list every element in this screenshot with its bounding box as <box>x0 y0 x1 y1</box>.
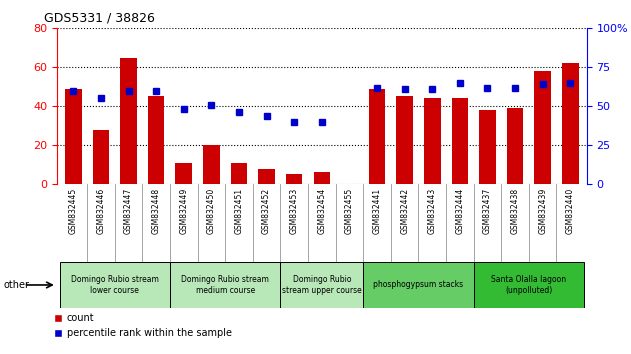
Text: GSM832443: GSM832443 <box>428 188 437 234</box>
Text: GSM832439: GSM832439 <box>538 188 547 234</box>
Text: GSM832448: GSM832448 <box>151 188 161 234</box>
Bar <box>396 97 413 184</box>
Text: Domingo Rubio stream
lower course: Domingo Rubio stream lower course <box>71 275 159 295</box>
Text: Santa Olalla lagoon
(unpolluted): Santa Olalla lagoon (unpolluted) <box>492 275 567 295</box>
Bar <box>314 172 330 184</box>
Text: phosphogypsum stacks: phosphogypsum stacks <box>374 280 464 290</box>
Legend: count, percentile rank within the sample: count, percentile rank within the sample <box>49 309 235 342</box>
Bar <box>507 108 523 184</box>
Text: GSM832437: GSM832437 <box>483 188 492 234</box>
Text: GSM832452: GSM832452 <box>262 188 271 234</box>
Text: GSM832447: GSM832447 <box>124 188 133 234</box>
Bar <box>65 89 81 184</box>
Bar <box>474 262 584 308</box>
Bar <box>452 98 468 184</box>
Text: GDS5331 / 38826: GDS5331 / 38826 <box>44 12 155 25</box>
Bar <box>59 262 170 308</box>
Bar <box>258 169 275 184</box>
Text: GSM832442: GSM832442 <box>400 188 409 234</box>
Text: GSM832444: GSM832444 <box>456 188 464 234</box>
Bar <box>175 163 192 184</box>
Bar <box>280 262 363 308</box>
Text: GSM832440: GSM832440 <box>566 188 575 234</box>
Text: Domingo Rubio stream
medium course: Domingo Rubio stream medium course <box>181 275 269 295</box>
Bar <box>286 175 302 184</box>
Bar <box>479 110 496 184</box>
Bar <box>562 63 579 184</box>
Text: other: other <box>3 280 29 290</box>
Text: GSM832438: GSM832438 <box>510 188 519 234</box>
Text: GSM832454: GSM832454 <box>317 188 326 234</box>
Text: Domingo Rubio
stream upper course: Domingo Rubio stream upper course <box>282 275 362 295</box>
Text: GSM832446: GSM832446 <box>97 188 105 234</box>
Text: GSM832451: GSM832451 <box>235 188 244 234</box>
Text: GSM832450: GSM832450 <box>207 188 216 234</box>
Bar <box>369 89 386 184</box>
Bar <box>363 262 474 308</box>
Text: GSM832445: GSM832445 <box>69 188 78 234</box>
Text: GSM832453: GSM832453 <box>290 188 298 234</box>
Text: GSM832441: GSM832441 <box>372 188 382 234</box>
Bar <box>170 262 280 308</box>
Bar <box>148 97 165 184</box>
Text: GSM832449: GSM832449 <box>179 188 188 234</box>
Bar <box>424 98 440 184</box>
Bar <box>231 163 247 184</box>
Bar <box>93 130 109 184</box>
Text: GSM832455: GSM832455 <box>345 188 354 234</box>
Bar <box>121 57 137 184</box>
Bar <box>534 71 551 184</box>
Bar <box>203 145 220 184</box>
